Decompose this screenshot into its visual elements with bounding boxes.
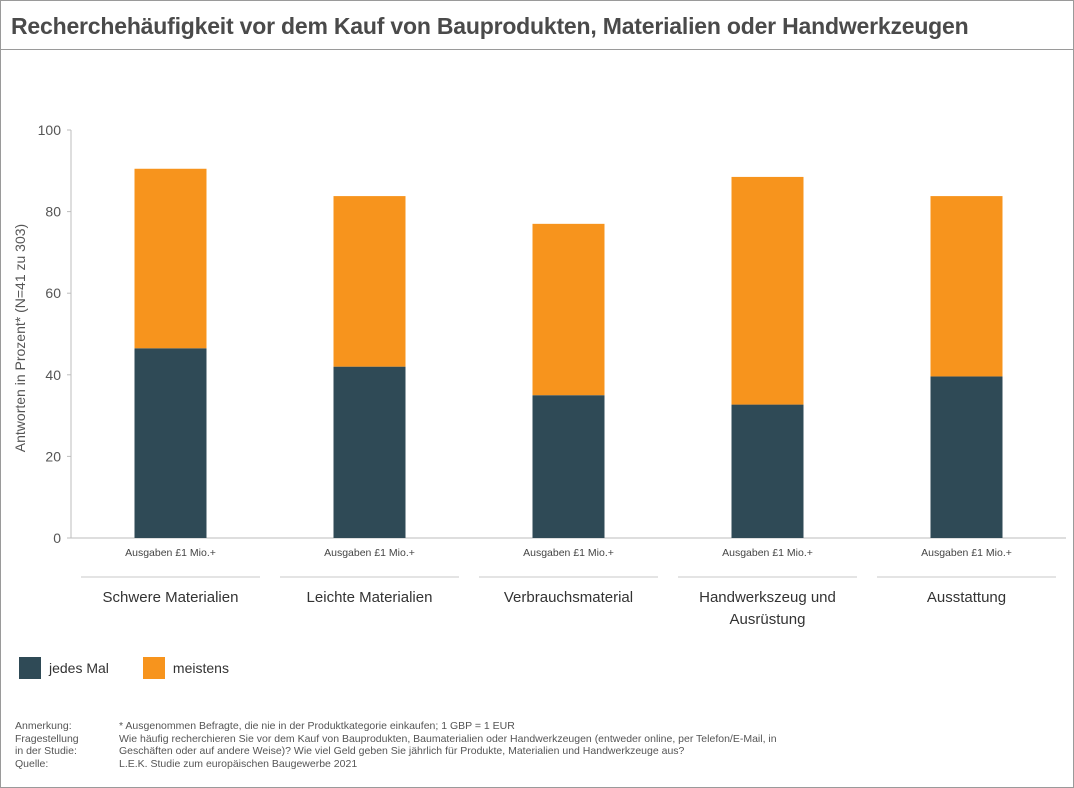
x-category-label-3: Verbrauchsmaterial [504,589,633,606]
legend-label-jedes-mal: jedes Mal [49,660,109,676]
note-quelle-text: L.E.K. Studie zum europäischen Baugewerb… [119,757,358,770]
bar-jedes-mal-4 [731,404,804,538]
x-category-label-2: Leichte Materialien [307,589,433,606]
bar-meistens-5 [930,196,1003,377]
x-sub-label-3: Ausgaben £1 Mio.+ [523,547,614,559]
footnotes: Anmerkung: * Ausgenommen Befragte, die n… [15,720,1065,770]
legend-item-meistens: meistens [142,657,229,679]
legend-item-jedes-mal: jedes Mal [19,657,109,679]
y-tick-label-40: 40 [45,367,61,383]
bar-meistens-3 [532,223,605,396]
x-category-label-4-line-1: Handwerkszeug und [699,589,836,606]
note-quelle-label: Quelle: [15,757,49,770]
x-sub-label-1: Ausgaben £1 Mio.+ [125,547,216,559]
x-sub-label-2: Ausgaben £1 Mio.+ [324,547,415,559]
x-category-label-4-line-2: Ausrüstung [730,611,806,628]
bar-jedes-mal-5 [930,376,1003,538]
bar-jedes-mal-3 [532,395,605,538]
note-fragestellung-text-1: Wie häufig recherchieren Sie vor dem Kau… [119,732,777,745]
y-tick-label-20: 20 [45,448,61,464]
x-sub-label-5: Ausgaben £1 Mio.+ [921,547,1012,559]
bar-jedes-mal-1 [134,348,207,538]
y-tick-label-0: 0 [53,530,61,546]
bar-meistens-4 [731,176,804,405]
y-tick-label-100: 100 [38,122,62,138]
x-sub-label-4: Ausgaben £1 Mio.+ [722,547,813,559]
bar-meistens-2 [333,196,406,367]
y-axis-label: Antworten in Prozent* (N=41 zu 303) [12,224,28,452]
note-fragestellung: Fragestellung in der Studie: Wie häufig … [15,733,1065,758]
x-category-label-1: Schwere Materialien [103,589,239,606]
legend: jedes Mal meistens [19,657,263,679]
x-category-label-5: Ausstattung [927,589,1006,606]
note-fragestellung-text-2: Geschäften oder auf andere Weise)? Wie v… [119,745,685,757]
note-anmerkung-label: Anmerkung: [15,720,72,732]
stacked-bar-chart: 0 20 40 60 80 100 Antworten in Prozent* (N=41 … [12,122,1066,628]
title-divider [1,49,1073,50]
chart-title: Recherchehäufigkeit vor dem Kauf von Bau… [11,13,969,39]
legend-swatch-meistens [142,657,165,679]
note-fragestellung-label-2: in der Studie: [15,745,77,757]
bar-jedes-mal-2 [333,366,406,538]
bar-meistens-1 [134,168,207,349]
note-anmerkung-text: * Ausgenommen Befragte, die nie in der P… [119,720,515,732]
legend-label-meistens: meistens [172,660,229,676]
note-anmerkung: Anmerkung: * Ausgenommen Befragte, die n… [15,720,1065,733]
y-tick-label-60: 60 [45,285,61,301]
note-quelle: Quelle: L.E.K. Studie zum europäischen B… [15,758,1065,771]
legend-swatch-jedes-mal [19,657,41,679]
note-fragestellung-label-1: Fragestellung [15,732,79,745]
y-tick-label-80: 80 [45,204,61,220]
